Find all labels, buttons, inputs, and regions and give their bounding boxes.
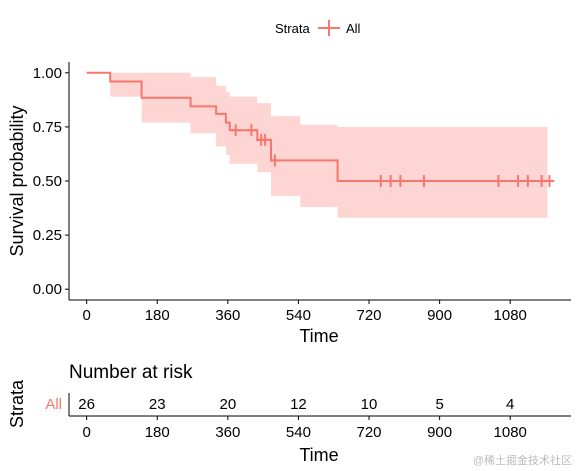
y-tick-label: 0.00 [33,281,62,298]
survival-curve-layer [86,71,548,182]
risk-count: 26 [78,396,95,413]
risk-x-tick-label: 0 [82,424,90,441]
risk-count: 20 [219,396,236,413]
censor-mark [544,175,555,187]
risk-count: 10 [361,396,378,413]
watermark: @稀土掘金技术社区 [473,453,572,467]
risk-x-tick-label: 360 [215,424,240,441]
y-tick-label: 0.75 [33,119,62,136]
x-tick-label: 720 [357,307,382,324]
censor-mark [260,133,271,146]
risk-count: 4 [506,396,514,413]
risk-table-title: Number at risk [69,362,193,383]
risk-counts: 26 23 20 12 10 5 4 [78,396,514,413]
risk-x-tick-label: 900 [427,424,452,441]
risk-x-tick-label: 720 [357,424,382,441]
censor-mark [493,175,504,187]
confidence-band-layer [86,72,548,218]
y-tick-label: 1.00 [33,65,62,82]
x-axis-title: Time [299,326,338,346]
censor-mark [230,124,241,137]
censor-mark [375,175,386,187]
confidence-band [86,72,548,218]
risk-x-tick-label: 180 [145,424,170,441]
censor-mark [385,175,396,187]
risk-count: 23 [149,396,166,413]
x-tick-label: 360 [215,307,240,324]
y-axis-title: Survival probability [7,105,27,256]
x-tick-label: 1080 [494,307,527,324]
y-tick-label: 0.50 [33,173,62,190]
risk-x-tick-label: 540 [286,424,311,441]
y-tick-label: 0.25 [33,227,62,244]
x-axis-ticks: 0 180 360 540 720 900 1080 [82,300,527,324]
censor-mark [418,175,429,187]
risk-count: 12 [290,396,307,413]
risk-x-axis-title: Time [299,445,338,465]
legend-entry-all: All [346,21,361,36]
legend: Strata All [275,20,361,36]
x-tick-label: 900 [427,307,452,324]
censor-mark [522,175,533,187]
risk-strata-label-all: All [45,396,62,413]
censor-mark [395,175,406,187]
risk-x-ticks: 0 180 360 540 720 900 1080 [82,416,527,441]
x-tick-label: 0 [82,307,90,324]
censor-mark [513,175,524,187]
legend-key-all [318,20,340,36]
survival-curve-all [86,71,548,182]
censor-marks-layer [230,124,555,187]
risk-count: 5 [435,396,443,413]
censor-mark [269,154,280,167]
y-axis-ticks: 0.00 0.25 0.50 0.75 1.00 [33,65,69,298]
censor-mark [246,124,257,137]
risk-x-tick-label: 1080 [494,424,527,441]
x-tick-label: 180 [145,307,170,324]
risk-table-y-title: Strata [7,379,27,428]
x-tick-label: 540 [286,307,311,324]
legend-title: Strata [275,21,310,36]
